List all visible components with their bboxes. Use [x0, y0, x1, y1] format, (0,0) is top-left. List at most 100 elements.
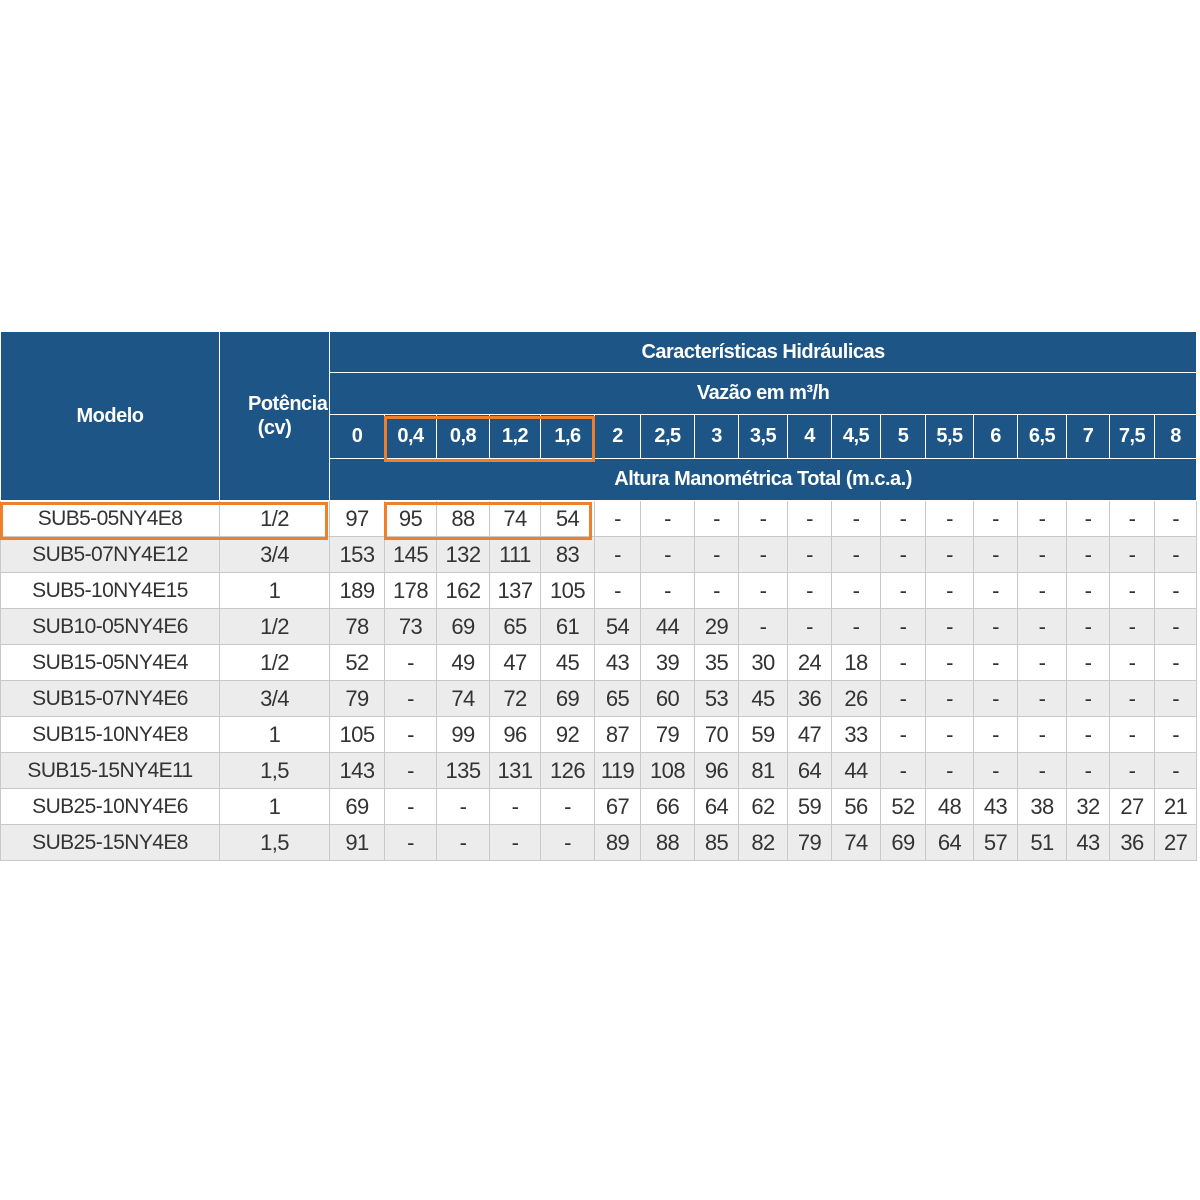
- head-value-cell: 105: [329, 716, 385, 753]
- head-value-cell: 108: [640, 752, 695, 789]
- head-value-cell: -: [1153, 572, 1198, 609]
- flow-value-header: 4,5: [831, 414, 881, 459]
- head-value-cell: 131: [489, 752, 541, 789]
- power-cell: 1/2: [219, 644, 330, 681]
- power-cell: 1: [219, 572, 330, 609]
- head-value-cell: -: [880, 644, 926, 681]
- head-value-cell: -: [880, 536, 926, 573]
- head-value-cell: -: [925, 608, 974, 645]
- flow-value-header: 0,4: [384, 414, 437, 459]
- head-value-cell: 56: [831, 788, 881, 825]
- head-value-cell: -: [1109, 716, 1155, 753]
- head-value-cell: -: [1017, 536, 1067, 573]
- head-value-cell: 49: [436, 644, 490, 681]
- head-value-cell: 43: [594, 644, 641, 681]
- head-value-cell: -: [594, 536, 641, 573]
- head-value-cell: 44: [640, 608, 695, 645]
- head-value-cell: -: [925, 536, 974, 573]
- head-value-cell: 189: [329, 572, 385, 609]
- flow-value-header: 1,2: [489, 414, 541, 459]
- model-cell: SUB5-10NY4E15: [0, 572, 220, 609]
- head-value-cell: 59: [738, 716, 788, 753]
- head-value-cell: 27: [1109, 788, 1155, 825]
- head-value-cell: 26: [831, 680, 881, 717]
- head-value-cell: -: [973, 572, 1018, 609]
- head-value-cell: 65: [489, 608, 541, 645]
- head-value-cell: -: [1066, 716, 1110, 753]
- flow-value-header: 7: [1066, 414, 1110, 459]
- head-value-cell: 52: [880, 788, 926, 825]
- head-value-cell: -: [384, 716, 437, 753]
- flow-value-header: 2: [594, 414, 641, 459]
- head-value-cell: -: [489, 788, 541, 825]
- head-value-cell: 81: [738, 752, 788, 789]
- head-value-cell: -: [1066, 680, 1110, 717]
- table-row: SUB10-05NY4E6 1/2 78 73 69 65 61 54 44 29- - - - - - - -…: [0, 608, 1198, 645]
- head-value-cell: -: [973, 500, 1018, 537]
- head-value-cell: -: [1109, 680, 1155, 717]
- head-value-cell: 145: [384, 536, 437, 573]
- head-value-cell: 69: [540, 680, 595, 717]
- power-cell: 1: [219, 788, 330, 825]
- head-value-cell: -: [1109, 644, 1155, 681]
- head-value-cell: 92: [540, 716, 595, 753]
- head-value-cell: 79: [787, 824, 832, 861]
- flow-value-header: 1,6: [540, 414, 595, 459]
- head-value-cell: 51: [1017, 824, 1067, 861]
- head-value-cell: 73: [384, 608, 437, 645]
- head-value-cell: -: [925, 752, 974, 789]
- head-value-cell: 35: [694, 644, 739, 681]
- head-value-cell: 47: [787, 716, 832, 753]
- head-value-cell: -: [489, 824, 541, 861]
- power-header: Potência (cv): [219, 331, 330, 501]
- head-value-cell: -: [880, 752, 926, 789]
- head-value-cell: -: [880, 608, 926, 645]
- model-header: Modelo: [0, 331, 220, 501]
- performance-table: Modelo Potência (cv) Características Hid…: [0, 331, 1198, 861]
- head-value-cell: 74: [831, 824, 881, 861]
- head-value-cell: -: [925, 680, 974, 717]
- head-value-cell: -: [880, 500, 926, 537]
- head-value-cell: 111: [489, 536, 541, 573]
- power-cell: 1/2: [219, 608, 330, 645]
- head-value-cell: -: [694, 536, 739, 573]
- head-value-cell: -: [1153, 500, 1198, 537]
- table-row: SUB15-10NY4E8 1 105-99 96 92 87 79 70 59 47 33- - - -…: [0, 716, 1198, 753]
- model-cell: SUB25-15NY4E8: [0, 824, 220, 861]
- head-value-cell: -: [1153, 644, 1198, 681]
- head-value-cell: -: [831, 500, 881, 537]
- head-value-cell: -: [1017, 572, 1067, 609]
- head-value-cell: -: [594, 500, 641, 537]
- head-value-cell: -: [640, 500, 695, 537]
- head-value-cell: 38: [1017, 788, 1067, 825]
- head-value-cell: -: [1153, 752, 1198, 789]
- head-value-cell: -: [973, 644, 1018, 681]
- flow-value-header: 8: [1153, 414, 1198, 459]
- head-value-cell: -: [880, 680, 926, 717]
- head-value-cell: -: [1109, 500, 1155, 537]
- flow-header: Vazão em m³/h: [328, 372, 1198, 415]
- head-value-cell: 88: [436, 500, 490, 537]
- head-value-cell: 74: [436, 680, 490, 717]
- head-value-cell: 95: [384, 500, 437, 537]
- head-value-cell: 43: [973, 788, 1018, 825]
- head-value-cell: 54: [540, 500, 595, 537]
- head-value-cell: -: [1153, 536, 1198, 573]
- table-row: SUB15-05NY4E4 1/2 52-49 47 45 43 39 35 30 24 18- - -…: [0, 644, 1198, 681]
- model-cell: SUB10-05NY4E6: [0, 608, 220, 645]
- head-value-cell: 54: [594, 608, 641, 645]
- head-value-cell: -: [973, 536, 1018, 573]
- power-cell: 1: [219, 716, 330, 753]
- head-value-cell: 143: [329, 752, 385, 789]
- head-value-cell: -: [1109, 608, 1155, 645]
- power-cell: 1/2: [219, 500, 330, 537]
- head-value-cell: 62: [738, 788, 788, 825]
- model-cell: SUB25-10NY4E6: [0, 788, 220, 825]
- head-value-cell: 99: [436, 716, 490, 753]
- head-value-cell: 96: [694, 752, 739, 789]
- head-value-cell: -: [436, 824, 490, 861]
- head-value-cell: 27: [1153, 824, 1198, 861]
- head-value-cell: 66: [640, 788, 695, 825]
- head-value-cell: 18: [831, 644, 881, 681]
- head-value-cell: -: [694, 572, 739, 609]
